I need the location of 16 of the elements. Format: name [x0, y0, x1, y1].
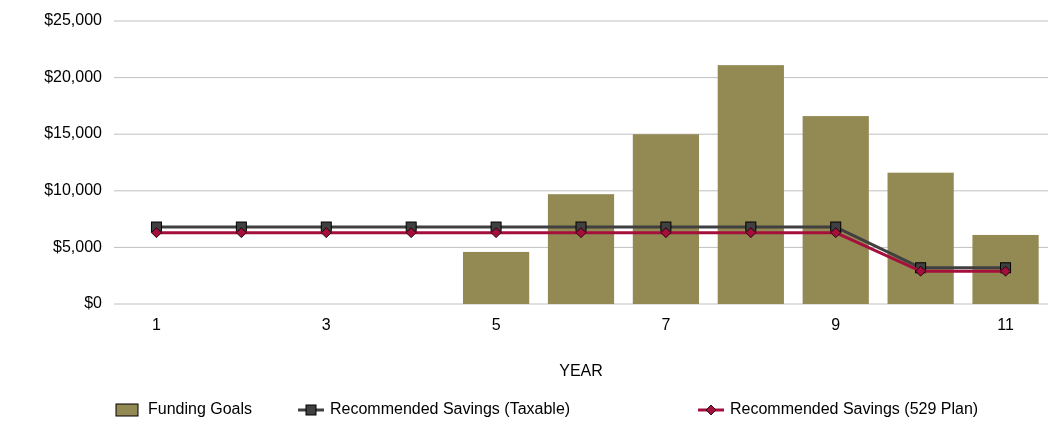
legend-label: Recommended Savings (529 Plan) — [730, 400, 979, 418]
y-tick-label: $10,000 — [44, 181, 103, 199]
x-tick-label: 1 — [152, 316, 161, 333]
x-tick-label: 7 — [661, 316, 671, 333]
y-tick-label: $25,000 — [44, 11, 103, 29]
x-axis-title: YEAR — [559, 362, 603, 379]
y-tick-label: $15,000 — [44, 124, 103, 142]
legend-label: Funding Goals — [148, 400, 253, 418]
x-tick-label: 9 — [831, 316, 841, 333]
y-tick-label: $5,000 — [53, 237, 103, 255]
x-tick-label: 3 — [321, 316, 331, 333]
y-tick-label: $20,000 — [44, 67, 103, 85]
legend-label: Recommended Savings (Taxable) — [330, 400, 571, 418]
y-tick-label: $0 — [84, 294, 103, 312]
x-tick-label: 11 — [997, 316, 1014, 333]
x-tick-label: 5 — [491, 316, 501, 333]
